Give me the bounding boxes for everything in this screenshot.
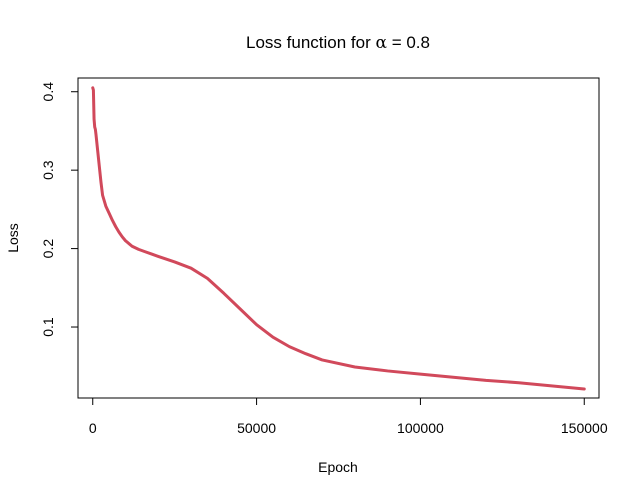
y-tick-label: 0.4 bbox=[40, 82, 56, 102]
loss-line bbox=[91, 86, 586, 391]
y-tick-label: 0.3 bbox=[40, 160, 56, 180]
x-tick-label: 100000 bbox=[397, 420, 444, 436]
y-axis: 0.1 0.2 0.3 0.4 bbox=[40, 82, 79, 337]
x-axis-label: Epoch bbox=[318, 459, 358, 475]
series-layer bbox=[91, 86, 586, 391]
y-axis-label: Loss bbox=[5, 223, 21, 253]
x-tick-label: 0 bbox=[89, 420, 97, 436]
y-tick-label: 0.1 bbox=[40, 317, 56, 337]
x-tick-label: 150000 bbox=[561, 420, 608, 436]
y-tick-label: 0.2 bbox=[40, 239, 56, 259]
plot-frame bbox=[77, 77, 600, 399]
x-axis: 0 50000 100000 150000 bbox=[89, 397, 608, 436]
chart-title: Loss function for α = 0.8 bbox=[246, 33, 430, 53]
x-tick-label: 50000 bbox=[237, 420, 276, 436]
